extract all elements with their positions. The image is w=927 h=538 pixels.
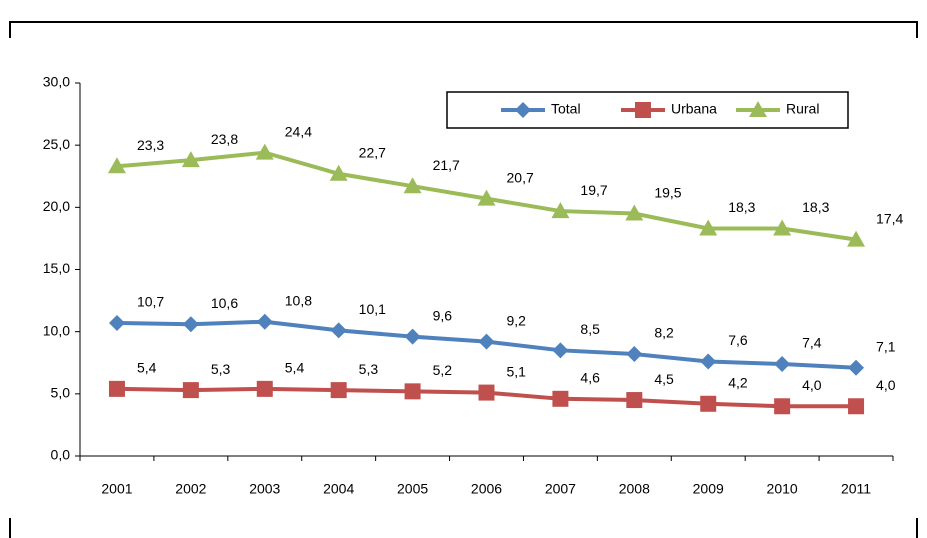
- data-label: 4,2: [728, 374, 748, 390]
- y-tick-label: 15,0: [43, 260, 70, 276]
- data-label: 10,8: [285, 292, 312, 308]
- y-tick-label: 25,0: [43, 136, 70, 152]
- data-label: 9,2: [507, 312, 527, 328]
- data-label: 19,5: [654, 184, 681, 200]
- marker: [256, 380, 273, 397]
- marker: [256, 313, 273, 330]
- marker: [404, 383, 421, 400]
- x-tick-label: 2005: [397, 481, 428, 497]
- x-tick-label: 2001: [101, 481, 132, 497]
- marker: [551, 202, 570, 219]
- marker: [478, 384, 495, 401]
- x-tick-label: 2003: [249, 481, 280, 497]
- x-tick-label: 2002: [175, 481, 206, 497]
- data-label: 18,3: [802, 199, 829, 215]
- data-label: 5,2: [433, 362, 453, 378]
- marker: [700, 395, 717, 412]
- marker: [625, 204, 644, 221]
- marker: [699, 219, 718, 236]
- marker: [700, 353, 717, 370]
- data-label: 23,3: [137, 137, 164, 153]
- data-label: 5,3: [211, 361, 231, 377]
- data-label: 20,7: [507, 169, 534, 185]
- data-label: 7,1: [876, 338, 896, 354]
- y-tick-label: 20,0: [43, 198, 70, 214]
- marker: [749, 101, 767, 117]
- data-label: 9,6: [433, 307, 453, 323]
- x-tick-label: 2009: [693, 481, 724, 497]
- data-label: 10,7: [137, 294, 164, 310]
- marker: [330, 382, 347, 399]
- data-label: 5,4: [137, 360, 157, 376]
- data-label: 18,3: [728, 199, 755, 215]
- x-tick-label: 2004: [323, 481, 354, 497]
- marker: [635, 102, 651, 118]
- marker: [182, 382, 199, 399]
- legend-label: Urbana: [671, 101, 717, 117]
- marker: [774, 398, 791, 415]
- marker: [108, 314, 125, 331]
- marker: [255, 143, 274, 160]
- y-tick-label: 30,0: [43, 74, 70, 90]
- data-label: 4,5: [654, 371, 674, 387]
- marker: [626, 392, 643, 409]
- y-tick-label: 5,0: [51, 385, 71, 401]
- marker: [552, 390, 569, 407]
- data-label: 5,3: [359, 361, 379, 377]
- data-label: 8,2: [654, 325, 674, 341]
- data-label: 8,5: [580, 321, 600, 337]
- x-tick-label: 2008: [619, 481, 650, 497]
- marker: [552, 342, 569, 359]
- data-label: 21,7: [433, 157, 460, 173]
- frame-top: [9, 21, 918, 38]
- marker: [330, 322, 347, 339]
- data-label: 17,4: [876, 210, 903, 226]
- marker: [404, 328, 421, 345]
- marker: [848, 398, 865, 415]
- marker: [329, 164, 348, 181]
- legend-label: Rural: [786, 101, 819, 117]
- data-label: 4,6: [580, 370, 600, 386]
- legend-label: Total: [551, 101, 581, 117]
- data-label: 4,0: [802, 377, 822, 393]
- marker: [847, 230, 866, 247]
- marker: [108, 380, 125, 397]
- data-label: 23,8: [211, 131, 238, 147]
- frame-bottom: [9, 518, 918, 538]
- marker: [848, 359, 865, 376]
- marker: [478, 333, 495, 350]
- x-tick-label: 2007: [545, 481, 576, 497]
- data-label: 10,1: [359, 301, 386, 317]
- marker: [515, 102, 531, 118]
- y-tick-label: 0,0: [51, 447, 71, 463]
- marker: [773, 219, 792, 236]
- marker: [477, 189, 496, 206]
- marker: [774, 355, 791, 372]
- marker: [626, 346, 643, 363]
- data-label: 22,7: [359, 144, 386, 160]
- data-label: 10,6: [211, 295, 238, 311]
- data-label: 24,4: [285, 123, 312, 139]
- x-tick-label: 2006: [471, 481, 502, 497]
- marker: [107, 157, 126, 174]
- marker: [182, 316, 199, 333]
- x-tick-label: 2011: [841, 481, 871, 497]
- data-label: 4,0: [876, 377, 896, 393]
- data-label: 19,7: [580, 182, 607, 198]
- marker: [181, 151, 200, 168]
- data-label: 5,4: [285, 360, 305, 376]
- data-label: 5,1: [507, 363, 527, 379]
- data-label: 7,6: [728, 332, 748, 348]
- marker: [403, 177, 422, 194]
- x-tick-label: 2010: [767, 481, 798, 497]
- y-tick-label: 10,0: [43, 322, 70, 338]
- data-label: 7,4: [802, 335, 822, 351]
